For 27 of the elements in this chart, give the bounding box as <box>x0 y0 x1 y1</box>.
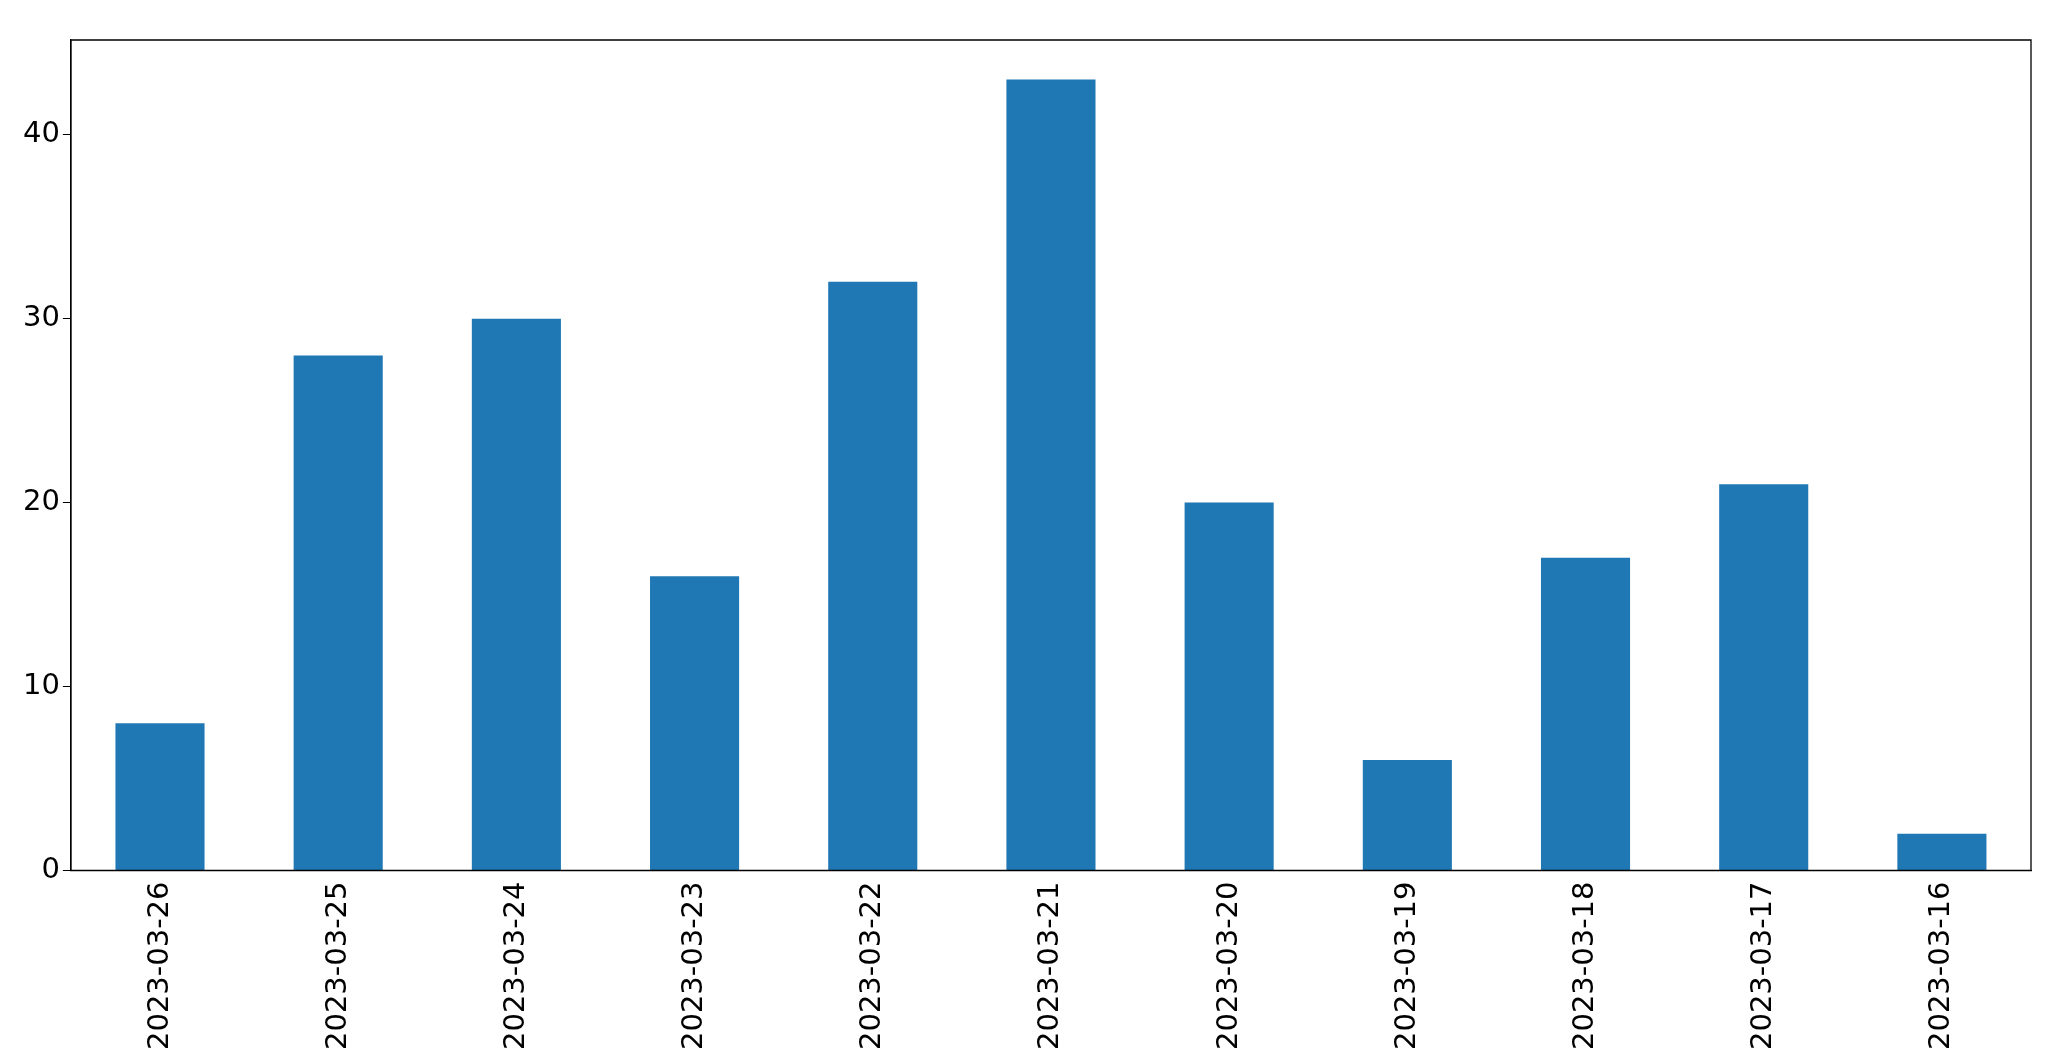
x-tick-label: 2023-03-17 <box>1744 881 1779 1051</box>
y-tick-label: 10 <box>23 667 60 702</box>
y-tick-label: 30 <box>23 299 60 334</box>
y-tick-label: 20 <box>23 483 60 518</box>
x-tick-label: 2023-03-26 <box>140 881 175 1051</box>
bar <box>115 723 205 870</box>
x-tick-label: 2023-03-16 <box>1922 881 1957 1051</box>
bar <box>650 576 740 870</box>
bar <box>1006 79 1096 870</box>
y-tick-label: 0 <box>41 851 60 885</box>
x-tick-label: 2023-03-18 <box>1566 881 1601 1051</box>
bar <box>1719 484 1809 870</box>
x-tick-label: 2023-03-19 <box>1387 881 1422 1051</box>
x-tick-label: 2023-03-25 <box>318 881 353 1051</box>
bar <box>1540 557 1631 870</box>
bar <box>1184 502 1274 870</box>
x-tick-label: 2023-03-23 <box>675 881 710 1051</box>
x-tick-label: 2023-03-22 <box>853 881 888 1051</box>
x-tick-label: 2023-03-24 <box>496 881 531 1051</box>
bar <box>1897 833 1987 870</box>
bar <box>471 318 561 870</box>
x-tick-label: 2023-03-21 <box>1031 881 1066 1051</box>
x-tick-label: 2023-03-20 <box>1209 881 1244 1051</box>
y-tick-label: 40 <box>23 115 60 150</box>
bar <box>1362 760 1452 870</box>
bar <box>293 355 383 870</box>
bar <box>828 281 918 870</box>
